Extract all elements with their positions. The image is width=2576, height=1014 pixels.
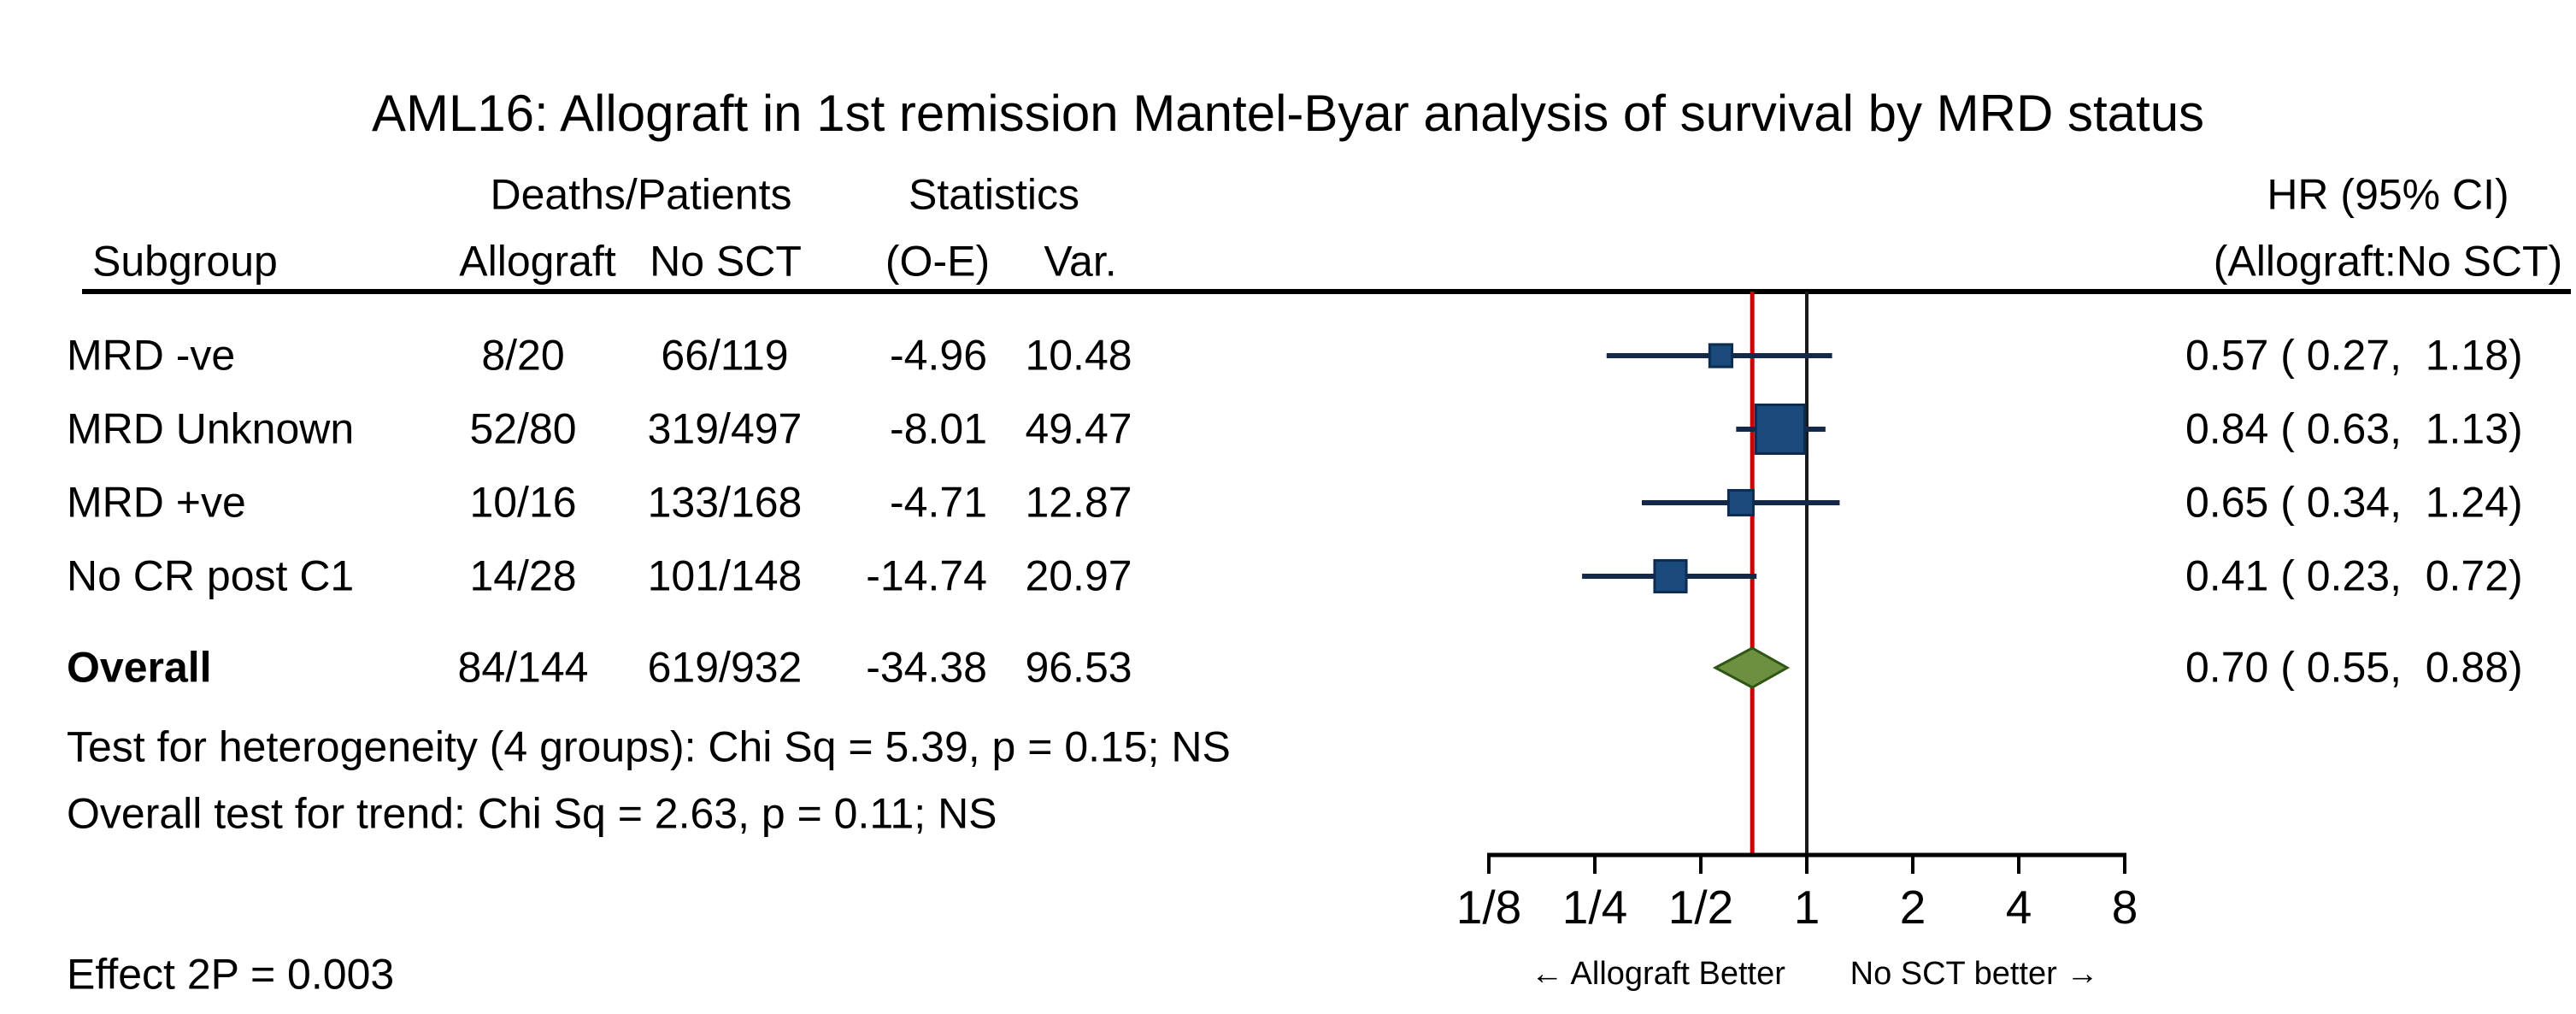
column-header-no-sct: No SCT — [650, 237, 802, 286]
column-group-header-statistics: Statistics — [908, 170, 1080, 219]
row-label: MRD Unknown — [67, 404, 355, 453]
column-header-var: Var. — [1044, 237, 1117, 286]
axis-direction-label-right: No SCT better → — [1850, 956, 2099, 993]
cell-var: 20.97 — [1025, 551, 1132, 600]
hr-square-0 — [1708, 343, 1734, 368]
x-axis-tick-label-5: 4 — [2006, 881, 2032, 934]
cell-no-sct: 101/148 — [647, 551, 803, 600]
cell-o-minus-e: -4.71 — [890, 478, 987, 527]
overall-diamond — [1712, 646, 1791, 689]
effect-p-value-note: Effect 2P = 0.003 — [67, 950, 395, 999]
row-label: MRD +ve — [67, 478, 246, 527]
column-header-subgroup: Subgroup — [92, 237, 278, 286]
x-axis-tick-label-4: 2 — [1900, 881, 1926, 934]
cell-hr-ci: 0.41 ( 0.23, 0.72) — [2185, 551, 2523, 600]
trend-test-note: Overall test for trend: Chi Sq = 2.63, p… — [67, 789, 997, 838]
column-header-hr-comparison: (Allograft:No SCT) — [2213, 237, 2563, 286]
x-axis-tick-label-2: 1/2 — [1668, 881, 1733, 934]
heterogeneity-test-note: Test for heterogeneity (4 groups): Chi S… — [67, 722, 1231, 771]
axis-direction-label-left: ← Allograft Better — [1531, 956, 1785, 993]
overall-row-label: Overall — [67, 643, 212, 692]
page-title: AML16: Allograft in 1st remission Mantel… — [371, 85, 2205, 142]
cell-var: 96.53 — [1025, 643, 1132, 692]
cell-allograft: 84/144 — [457, 643, 589, 692]
cell-allograft: 52/80 — [469, 404, 577, 453]
cell-o-minus-e: -14.74 — [866, 551, 987, 600]
cell-no-sct: 66/119 — [661, 331, 789, 380]
column-header-allograft: Allograft — [459, 237, 616, 286]
x-axis-tick-label-6: 8 — [2112, 881, 2138, 934]
cell-allograft: 14/28 — [469, 551, 577, 600]
cell-o-minus-e: -34.38 — [866, 643, 987, 692]
cell-allograft: 10/16 — [469, 478, 577, 527]
cell-hr-ci: 0.84 ( 0.63, 1.13) — [2185, 404, 2523, 453]
cell-o-minus-e: -4.96 — [890, 331, 987, 380]
cell-allograft: 8/20 — [481, 331, 565, 380]
hr-square-2 — [1726, 488, 1755, 517]
cell-var: 10.48 — [1025, 331, 1132, 380]
cell-hr-ci: 0.70 ( 0.55, 0.88) — [2185, 643, 2523, 692]
x-axis-tick-label-0: 1/8 — [1456, 881, 1521, 934]
cell-no-sct: 319/497 — [647, 404, 803, 453]
cell-o-minus-e: -8.01 — [890, 404, 987, 453]
header-divider-line — [82, 289, 2571, 294]
x-axis-tick-label-3: 1 — [1794, 881, 1820, 934]
cell-hr-ci: 0.65 ( 0.34, 1.24) — [2185, 478, 2523, 527]
cell-hr-ci: 0.57 ( 0.27, 1.18) — [2185, 331, 2523, 380]
row-label: No CR post C1 — [67, 551, 355, 600]
hr-square-1 — [1754, 404, 1806, 455]
column-header-hr-ci: HR (95% CI) — [2267, 170, 2509, 219]
column-header-o-minus-e: (O-E) — [885, 237, 991, 286]
hr-square-3 — [1653, 558, 1688, 594]
x-axis-tick-label-1: 1/4 — [1562, 881, 1627, 934]
cell-no-sct: 133/168 — [647, 478, 803, 527]
row-label: MRD -ve — [67, 331, 236, 380]
cell-var: 49.47 — [1025, 404, 1132, 453]
cell-no-sct: 619/932 — [647, 643, 803, 692]
column-group-header-deaths-patients: Deaths/Patients — [490, 170, 792, 219]
cell-var: 12.87 — [1025, 478, 1132, 527]
